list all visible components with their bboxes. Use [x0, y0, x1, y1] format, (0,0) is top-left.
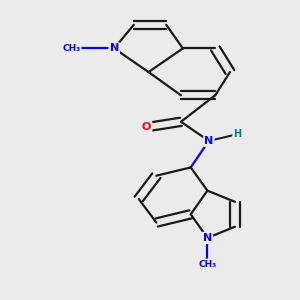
Text: CH₃: CH₃	[62, 44, 81, 53]
Text: H: H	[233, 129, 242, 139]
Text: O: O	[142, 122, 151, 132]
Text: N: N	[204, 136, 214, 146]
Text: CH₃: CH₃	[198, 260, 217, 268]
Text: N: N	[110, 44, 119, 53]
Text: N: N	[203, 233, 212, 243]
